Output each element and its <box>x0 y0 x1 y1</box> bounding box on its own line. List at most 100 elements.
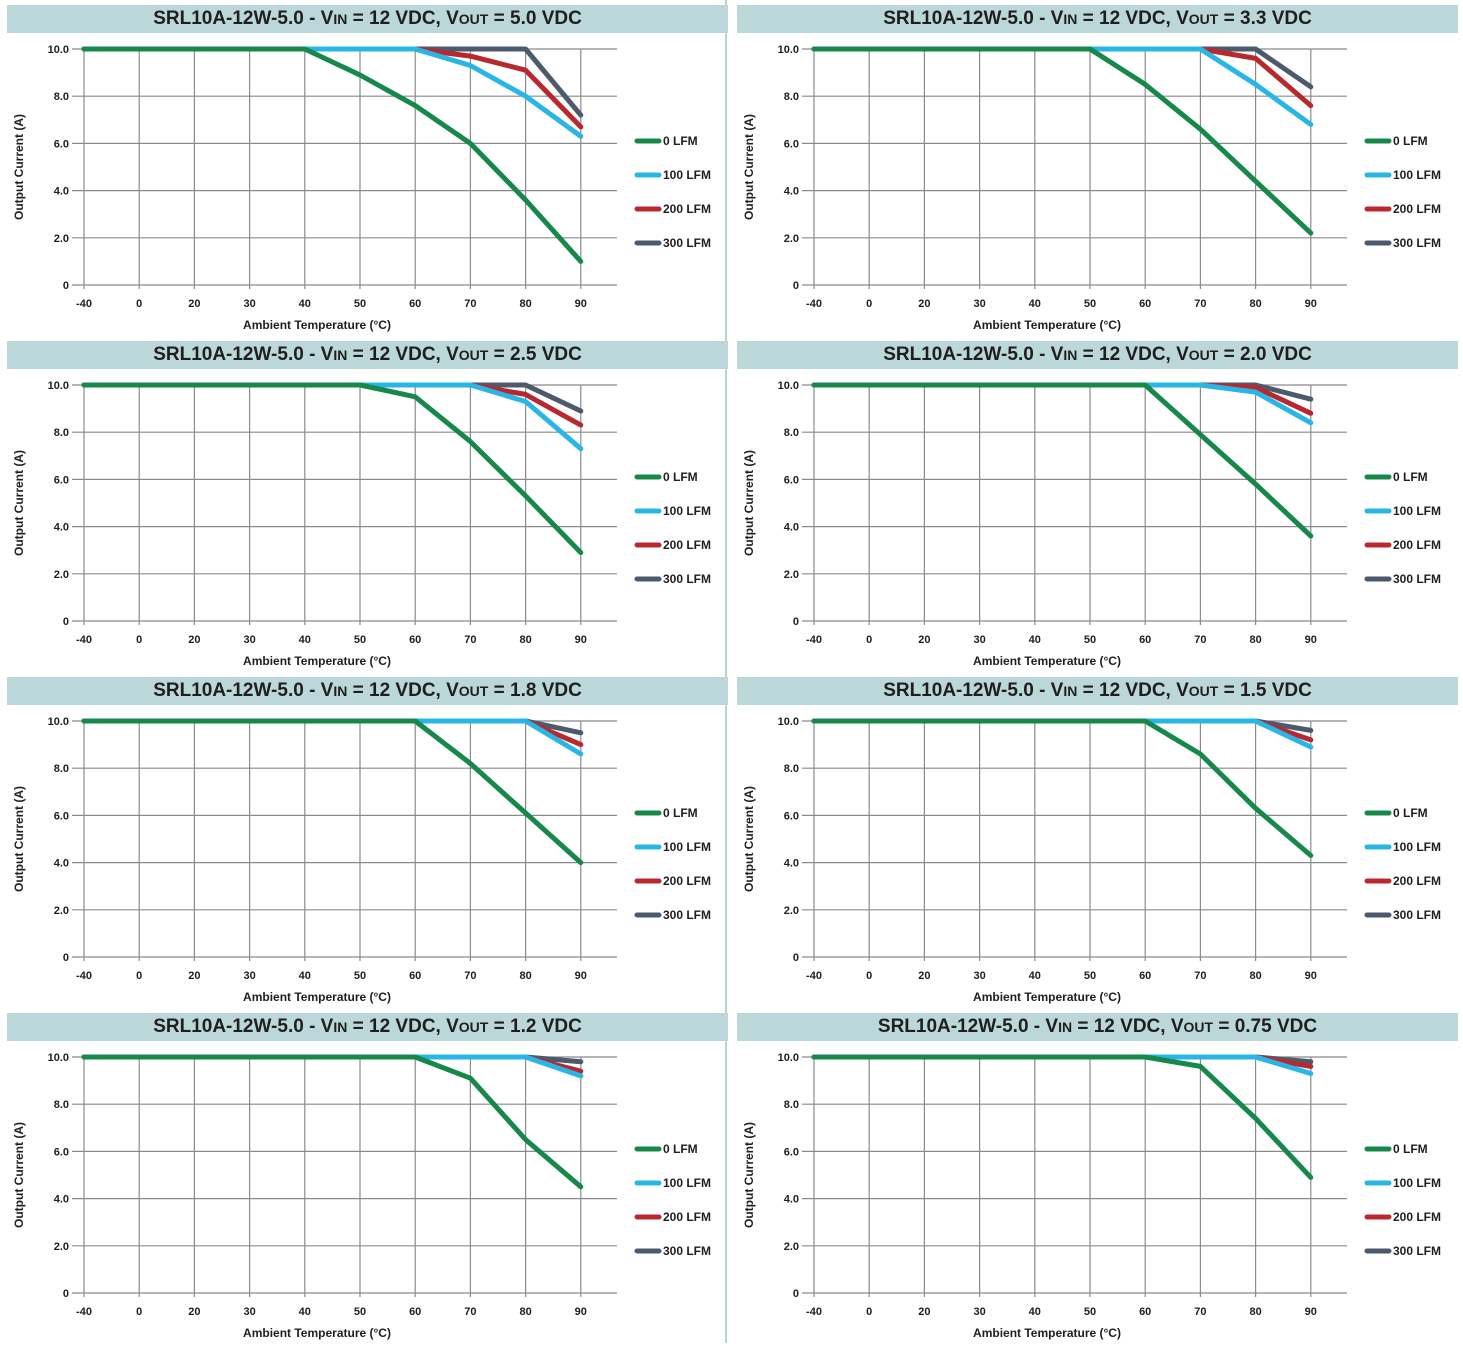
y-tick-label: 6.0 <box>784 138 799 150</box>
y-tick-label: 4.0 <box>54 522 69 534</box>
x-tick-label: 50 <box>1084 970 1096 982</box>
data-point <box>1254 806 1258 810</box>
legend-label: 100 LFM <box>663 1176 711 1190</box>
chart-panel: SRL10A-12W-5.0 - VIN = 12 VDC, VOUT = 1.… <box>7 675 728 1011</box>
x-tick-label: 40 <box>299 970 311 982</box>
data-point <box>524 1138 528 1142</box>
y-tick-label: 6.0 <box>784 810 799 822</box>
y-tick-label: 10.0 <box>48 1052 69 1064</box>
legend-label: 300 LFM <box>663 236 711 250</box>
legend-label: 300 LFM <box>1393 572 1441 586</box>
y-tick-label: 4.0 <box>784 186 799 198</box>
chart-title-part: OUT <box>458 683 489 699</box>
chart-title-part: OUT <box>1188 683 1219 699</box>
y-tick-label: 4.0 <box>784 858 799 870</box>
x-tick-label: 70 <box>1194 298 1206 310</box>
x-axis-title: Ambient Temperature (°C) <box>243 1326 391 1340</box>
x-tick-label: 90 <box>575 1306 587 1318</box>
x-tick-label: 0 <box>136 970 142 982</box>
x-tick-label: 80 <box>519 970 531 982</box>
series-line-100-lfm <box>811 382 1314 426</box>
y-tick-label: 2.0 <box>784 1241 799 1253</box>
x-axis-title: Ambient Temperature (°C) <box>973 1326 1121 1340</box>
series-line-100-lfm <box>811 46 1314 127</box>
chart-title-part: SRL10A-12W-5.0 - V <box>883 680 1064 701</box>
legend-label: 200 LFM <box>1393 1210 1441 1224</box>
y-tick-label: 0 <box>63 1288 69 1300</box>
chart-title-part: OUT <box>1188 347 1219 363</box>
x-tick-label: 0 <box>136 1306 142 1318</box>
y-tick-label: 4.0 <box>784 522 799 534</box>
data-point <box>812 1055 816 1059</box>
chart-title-part: = 12 VDC, V <box>1077 680 1189 701</box>
data-point <box>1254 385 1258 389</box>
series-line-0-lfm <box>811 718 1314 858</box>
data-point <box>579 1060 583 1064</box>
legend-label: 0 LFM <box>663 1142 698 1156</box>
data-point <box>1309 411 1313 415</box>
legend-label: 200 LFM <box>1393 202 1441 216</box>
x-tick-label: 20 <box>188 298 200 310</box>
data-point <box>413 104 417 108</box>
data-point <box>1254 482 1258 486</box>
chart-panel: SRL10A-12W-5.0 - VIN = 12 VDC, VOUT = 0.… <box>737 1011 1458 1347</box>
data-point <box>1309 745 1313 749</box>
data-point <box>524 1055 528 1059</box>
chart-title-bar: SRL10A-12W-5.0 - VIN = 12 VDC, VOUT = 1.… <box>7 677 728 705</box>
series-line-0-lfm <box>81 718 584 866</box>
derating-chart: 0 2.0 4.0 6.0 8.0 10.0 -40 0 20 30 40 50 60 70 80 90 Amb… <box>12 44 711 332</box>
series-line-100-lfm <box>81 718 584 757</box>
chart-title-part: SRL10A-12W-5.0 - V <box>153 1016 334 1037</box>
series-line-200-lfm <box>81 718 584 748</box>
data-point <box>413 719 417 723</box>
data-point <box>1309 738 1313 742</box>
chart-title-part: OUT <box>458 11 489 27</box>
y-axis-title: Output Current (A) <box>12 450 26 556</box>
legend-label: 0 LFM <box>663 806 698 820</box>
chart-title-part: OUT <box>458 1019 489 1035</box>
y-tick-label: 4.0 <box>54 186 69 198</box>
chart-panel: SRL10A-12W-5.0 - VIN = 12 VDC, VOUT = 1.… <box>7 1011 728 1347</box>
x-tick-label: 60 <box>409 298 421 310</box>
y-tick-label: 8.0 <box>54 1099 69 1111</box>
x-tick-label: 20 <box>918 1306 930 1318</box>
data-point <box>579 134 583 138</box>
y-tick-label: 6.0 <box>54 1146 69 1158</box>
chart-title-bar: SRL10A-12W-5.0 - VIN = 12 VDC, VOUT = 3.… <box>737 5 1458 33</box>
x-tick-label: 40 <box>1029 634 1041 646</box>
series-line-100-lfm <box>81 382 584 452</box>
data-point <box>1309 1072 1313 1076</box>
chart-title-part: SRL10A-12W-5.0 - V <box>877 1016 1059 1037</box>
chart-panel: SRL10A-12W-5.0 - VIN = 12 VDC, VOUT = 5.… <box>7 3 728 339</box>
y-tick-label: 0 <box>63 280 69 292</box>
chart-title-part: = 12 VDC, V <box>1077 8 1189 29</box>
data-point <box>1309 104 1313 108</box>
data-point <box>524 47 528 51</box>
data-point <box>1309 728 1313 732</box>
data-point <box>1143 383 1147 387</box>
y-tick-label: 0 <box>793 1288 799 1300</box>
data-point <box>579 447 583 451</box>
x-tick-label: 50 <box>354 634 366 646</box>
x-tick-label: 90 <box>1305 634 1317 646</box>
chart-title-part: SRL10A-12W-5.0 - V <box>153 8 334 29</box>
derating-chart: 0 2.0 4.0 6.0 8.0 10.0 -40 0 20 30 40 50 60 70 80 90 Amb… <box>742 380 1441 668</box>
x-tick-label: 50 <box>354 970 366 982</box>
data-point <box>1254 56 1258 60</box>
x-tick-label: 50 <box>354 1306 366 1318</box>
y-tick-label: 0 <box>63 616 69 628</box>
data-point <box>1143 719 1147 723</box>
chart-title-part: IN <box>333 683 348 699</box>
legend-label: 300 LFM <box>1393 1244 1441 1258</box>
y-tick-label: 6.0 <box>784 474 799 486</box>
legend-label: 100 LFM <box>663 840 711 854</box>
data-point <box>1198 127 1202 131</box>
x-tick-label: 30 <box>973 634 985 646</box>
series-line-200-lfm <box>811 718 1314 743</box>
data-point <box>1198 1064 1202 1068</box>
x-tick-label: 80 <box>1249 970 1261 982</box>
x-tick-label: 70 <box>464 970 476 982</box>
legend-label: 300 LFM <box>1393 236 1441 250</box>
data-point <box>1309 123 1313 127</box>
chart-title-part: OUT <box>1188 11 1219 27</box>
